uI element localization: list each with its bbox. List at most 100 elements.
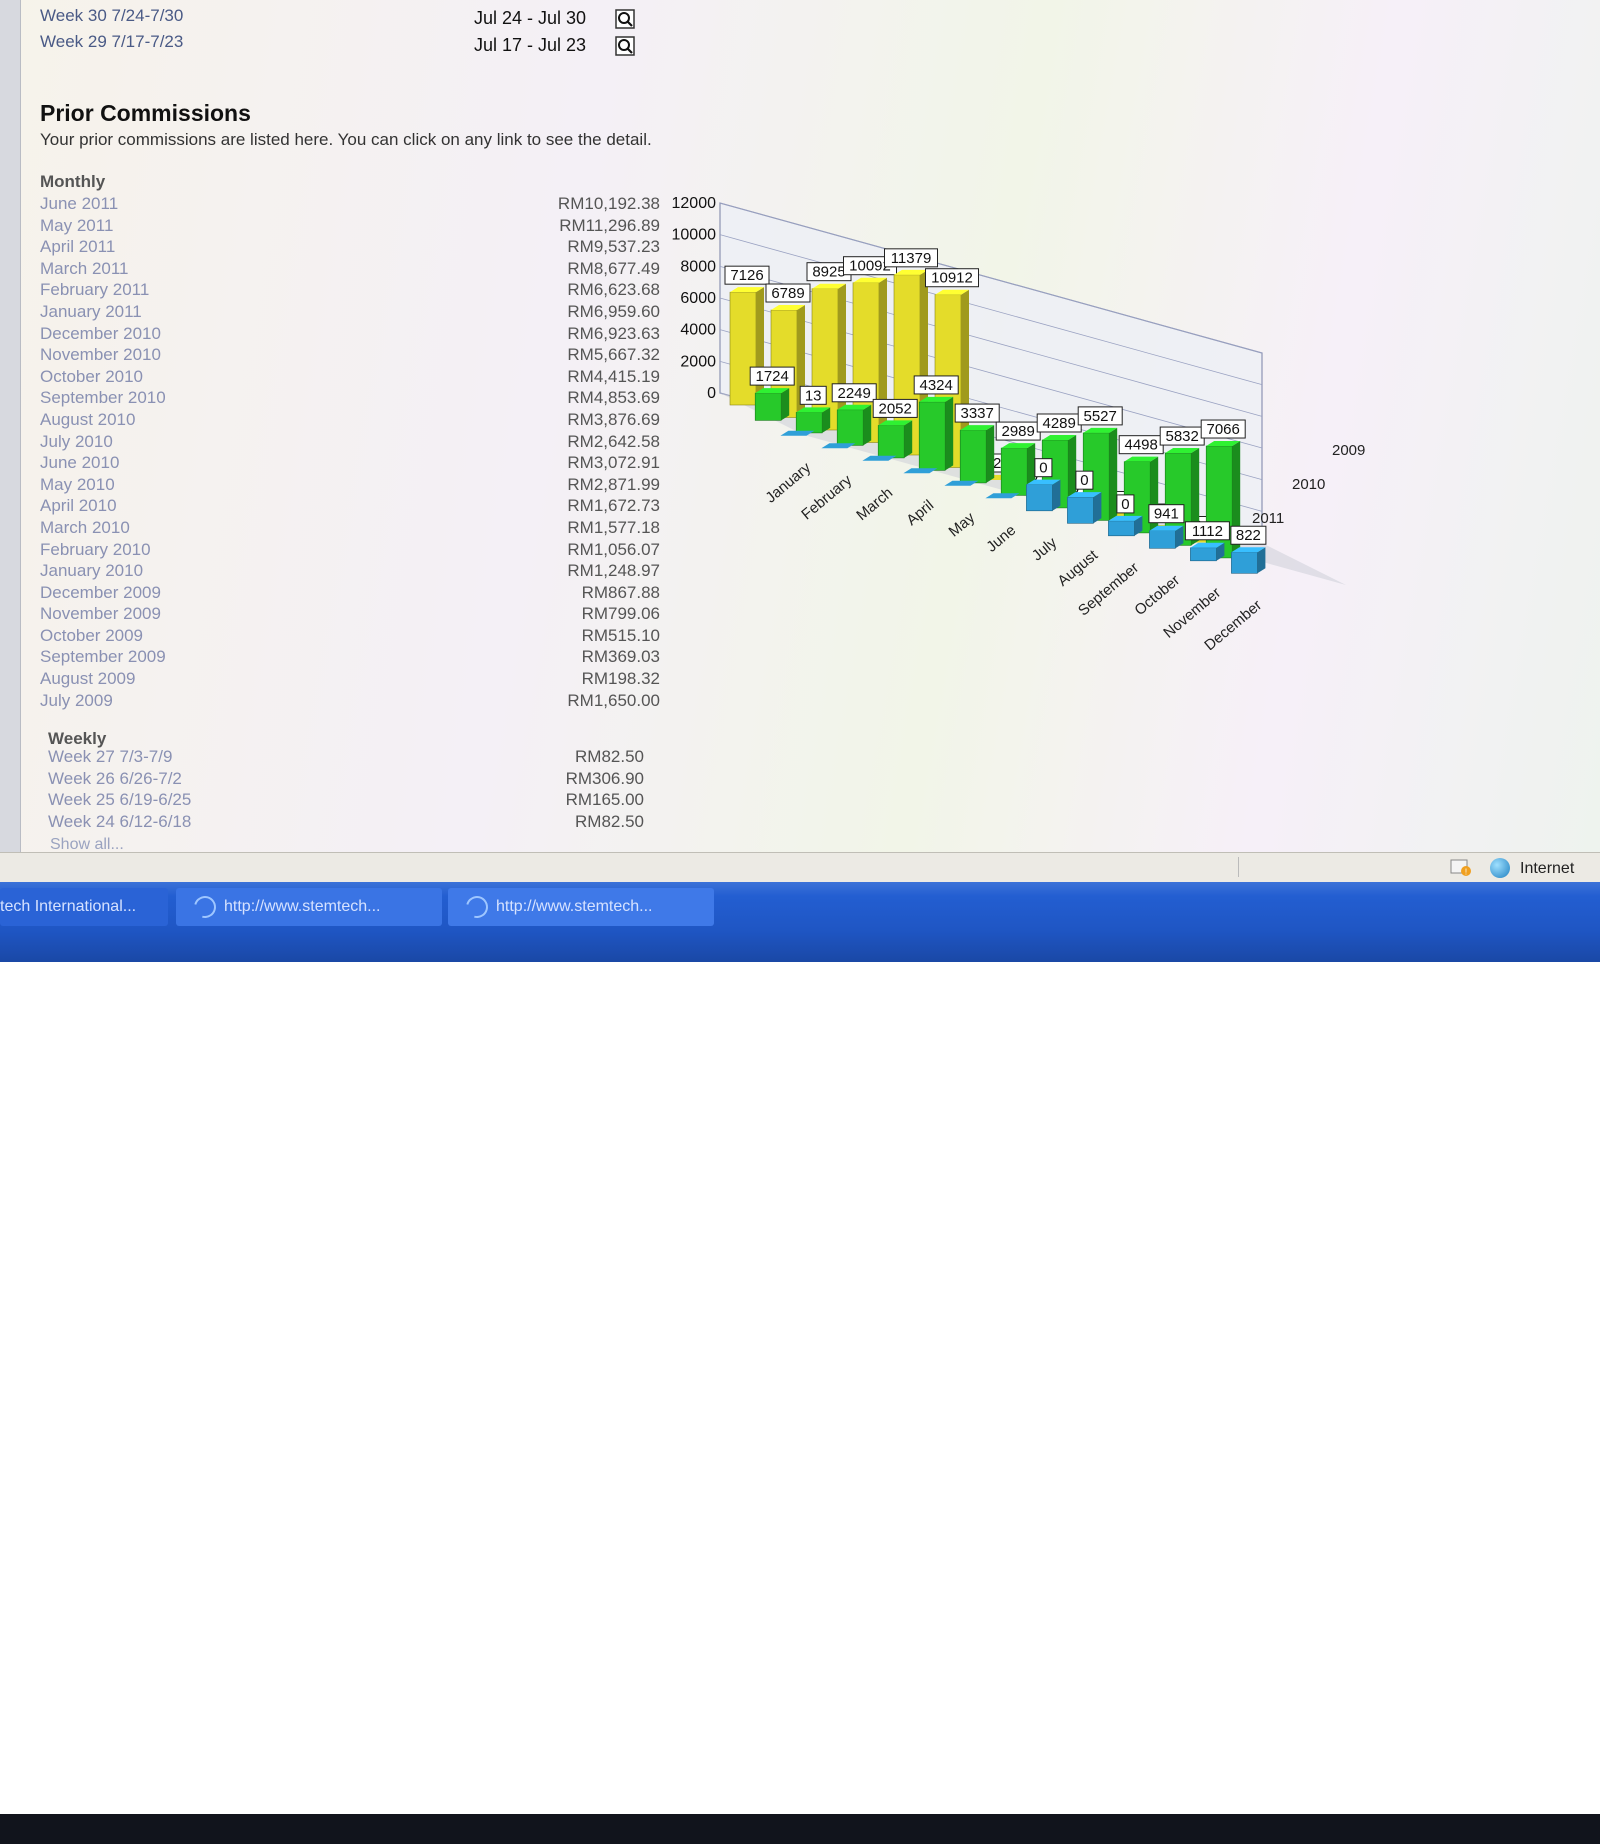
globe-icon <box>1490 858 1510 878</box>
commission-period-link[interactable]: December 2009 <box>40 582 161 602</box>
commission-period-link[interactable]: September 2010 <box>40 388 166 408</box>
data-label-box <box>1034 458 1053 478</box>
section-description: Your prior commissions are listed here. … <box>40 130 652 149</box>
bar-flat <box>780 430 815 436</box>
commission-amount: RM6,923.63 <box>567 323 660 343</box>
commission-period-link[interactable]: August 2009 <box>40 669 136 689</box>
commission-period-link[interactable]: April 2011 <box>40 237 116 257</box>
commission-period-link[interactable]: December 2010 <box>40 323 161 343</box>
data-label: 11379 <box>891 250 932 267</box>
bar-2009-september: 0 <box>1108 494 1143 537</box>
status-separator <box>1238 857 1239 877</box>
bar-front <box>1067 496 1094 524</box>
data-label: 941 <box>1154 506 1179 523</box>
bar-top <box>919 396 954 402</box>
week-link[interactable]: Week 29 7/17-7/23 <box>40 32 184 51</box>
commission-amount: RM82.50 <box>575 811 644 831</box>
bar-top <box>730 287 764 293</box>
commission-period-link[interactable]: November 2009 <box>40 604 161 624</box>
bar-front <box>1190 547 1217 562</box>
commission-period-link[interactable]: October 2010 <box>40 366 144 386</box>
magnifier-icon[interactable] <box>615 36 635 56</box>
taskbar-item[interactable]: tech International... <box>0 888 168 926</box>
data-label: 0 <box>1121 496 1129 513</box>
commission-row: February 2011 RM6,623.68 <box>40 280 660 302</box>
commission-period-link[interactable]: July 2009 <box>40 690 113 710</box>
popup-blocked-icon[interactable]: ! <box>1450 859 1472 877</box>
commission-period-link[interactable]: September 2009 <box>40 647 166 667</box>
commission-row: November 2009 RM799.06 <box>40 604 660 626</box>
bar-top <box>1206 441 1241 447</box>
taskbar-item[interactable]: http://www.stemtech... <box>176 888 442 926</box>
bar-side <box>1093 492 1102 524</box>
data-label-box <box>1075 470 1094 490</box>
commission-period-link[interactable]: Week 27 7/3-7/9 <box>48 747 173 766</box>
commission-period-link[interactable]: June 2010 <box>40 453 120 473</box>
bar-front <box>1205 445 1233 559</box>
commission-amount: RM4,853.69 <box>567 388 660 408</box>
y-tick-label: 6000 <box>680 290 716 307</box>
commission-period-link[interactable]: October 2009 <box>40 625 144 645</box>
commission-period-link[interactable]: November 2010 <box>40 345 161 365</box>
commission-period-link[interactable]: July 2010 <box>40 431 113 451</box>
bar-top <box>878 420 913 426</box>
commission-amount: RM867.88 <box>581 582 660 602</box>
data-label: 822 <box>1236 527 1261 544</box>
taskbar-item[interactable]: http://www.stemtech... <box>448 888 714 926</box>
data-label-box <box>799 385 827 405</box>
bar-top <box>894 269 928 275</box>
bar-2009-august: 0 <box>1067 470 1102 524</box>
commission-period-link[interactable]: January 2011 <box>40 301 142 321</box>
bar-flat <box>985 493 1020 499</box>
commission-row: March 2011 RM8,677.49 <box>40 259 660 281</box>
magnifier-icon[interactable] <box>615 9 635 29</box>
data-label-box <box>1148 504 1185 524</box>
bar-side <box>756 287 764 405</box>
commission-period-link[interactable]: Week 25 6/19-6/25 <box>48 790 192 810</box>
commission-period-link[interactable]: Week 24 6/12-6/18 <box>48 811 192 831</box>
commission-period-link[interactable]: March 2011 <box>40 258 129 278</box>
commission-period-link[interactable]: January 2010 <box>40 561 144 581</box>
bar-front <box>959 429 987 484</box>
commission-period-link[interactable]: June 2011 <box>40 194 119 213</box>
ie-icon <box>189 891 221 922</box>
screen-bezel <box>0 1814 1600 1844</box>
commission-amount: RM2,642.58 <box>567 431 660 451</box>
chart-bars: 7126678989251009211379109128200000172413… <box>724 248 1267 574</box>
taskbar-item-label: http://www.stemtech... <box>496 898 653 915</box>
commission-period-link[interactable]: Week 26 6/26-7/2 <box>48 768 182 788</box>
show-all-link[interactable]: Show all... <box>50 836 124 853</box>
commission-period-link[interactable]: February 2011 <box>40 280 150 300</box>
data-label-box <box>1230 525 1267 545</box>
week-link[interactable]: Week 30 7/24-7/30 <box>40 6 184 25</box>
bar-flat <box>944 480 979 486</box>
chart-y-axis: 0 2000 4000 6000 8000 10000 12000 <box>672 195 717 402</box>
data-label: 5832 <box>1166 428 1199 445</box>
data-label: 13 <box>805 387 822 404</box>
monthly-list: June 2011 RM10,192.38 May 2011 RM11,296.89 A… <box>40 194 660 712</box>
commission-period-link[interactable]: February 2010 <box>40 539 151 559</box>
status-bar: ! Internet <box>0 852 1600 883</box>
taskbar-item-label: http://www.stemtech... <box>224 898 381 915</box>
bar-2011-march: 8925 <box>806 262 852 431</box>
bar-top <box>771 305 805 311</box>
week-range: Jul 17 - Jul 23 <box>474 35 587 55</box>
bar-front <box>877 425 905 459</box>
data-label: 8925 <box>812 264 845 281</box>
commission-period-link[interactable]: May 2010 <box>40 474 115 494</box>
commission-amount: RM8,677.49 <box>567 258 660 278</box>
commission-period-link[interactable]: August 2010 <box>40 409 136 429</box>
commission-amount: RM3,876.69 <box>567 409 660 429</box>
section-title: Prior Commissions <box>40 100 251 126</box>
commission-amount: RM9,537.23 <box>567 237 660 257</box>
bar-side <box>863 404 872 446</box>
gridline <box>719 202 1263 354</box>
bar-top <box>1190 542 1225 548</box>
commission-period-link[interactable]: April 2010 <box>40 496 117 516</box>
commission-period-link[interactable]: March 2010 <box>40 517 130 537</box>
commission-amount: RM1,650.00 <box>567 690 660 710</box>
y-tick-label: 2000 <box>680 353 716 370</box>
commission-period-link[interactable]: May 2011 <box>40 215 114 235</box>
weekly-heading: Weekly <box>48 729 107 748</box>
bar-top <box>1083 427 1118 433</box>
